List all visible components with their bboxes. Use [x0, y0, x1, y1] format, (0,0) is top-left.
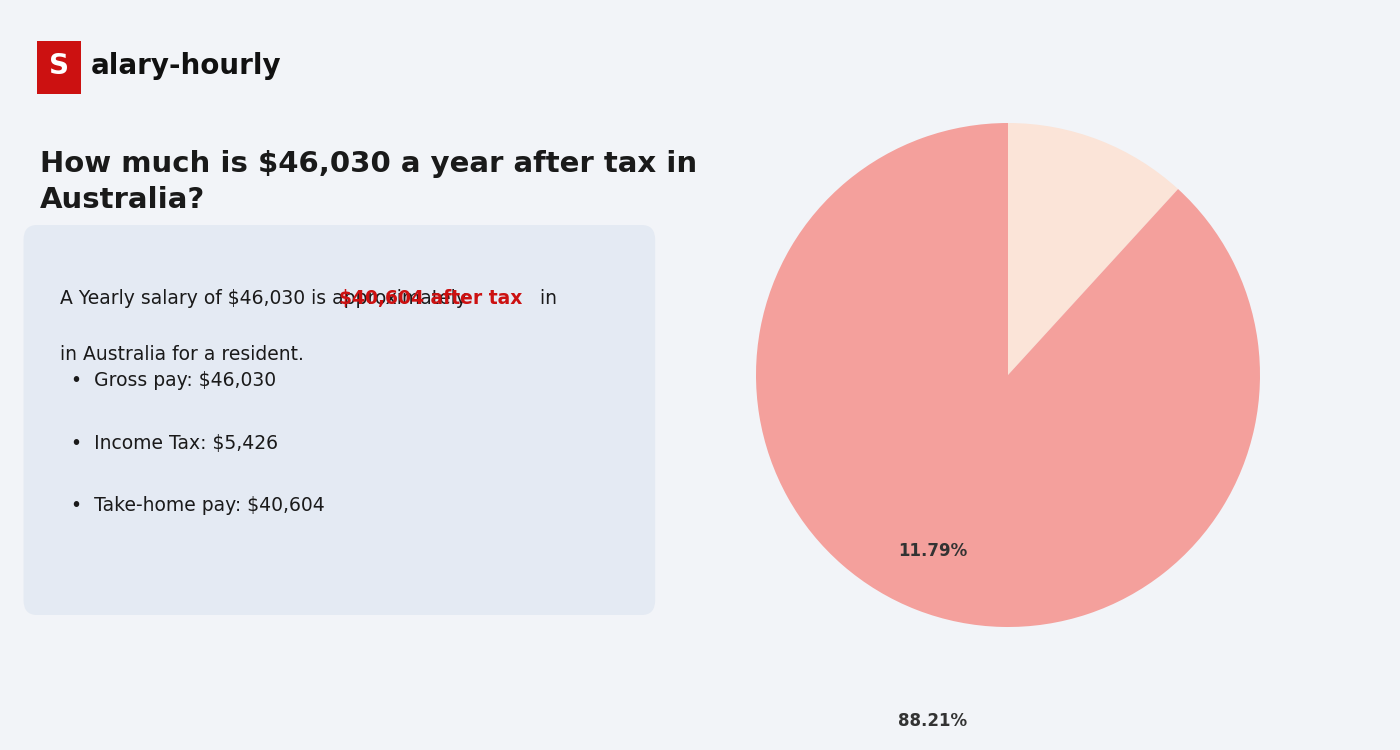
Text: How much is $46,030 a year after tax in
Australia?: How much is $46,030 a year after tax in … — [41, 150, 697, 214]
Text: •  Take-home pay: $40,604: • Take-home pay: $40,604 — [70, 496, 325, 514]
Text: S: S — [49, 52, 69, 80]
FancyBboxPatch shape — [36, 41, 81, 94]
Text: in: in — [535, 289, 557, 308]
Text: 11.79%: 11.79% — [897, 542, 967, 560]
Text: •  Gross pay: $46,030: • Gross pay: $46,030 — [70, 371, 276, 390]
FancyBboxPatch shape — [24, 225, 655, 615]
Text: alary-hourly: alary-hourly — [91, 52, 281, 80]
Text: •  Income Tax: $5,426: • Income Tax: $5,426 — [70, 433, 277, 452]
Text: in Australia for a resident.: in Australia for a resident. — [60, 345, 304, 364]
Text: 88.21%: 88.21% — [897, 712, 967, 730]
Text: A Yearly salary of $46,030 is approximately: A Yearly salary of $46,030 is approximat… — [60, 289, 473, 308]
Text: $40,604 after tax: $40,604 after tax — [339, 289, 522, 308]
Wedge shape — [1008, 123, 1177, 375]
Wedge shape — [756, 123, 1260, 627]
Legend: Income Tax, Take-home Pay: Income Tax, Take-home Pay — [826, 0, 1190, 6]
